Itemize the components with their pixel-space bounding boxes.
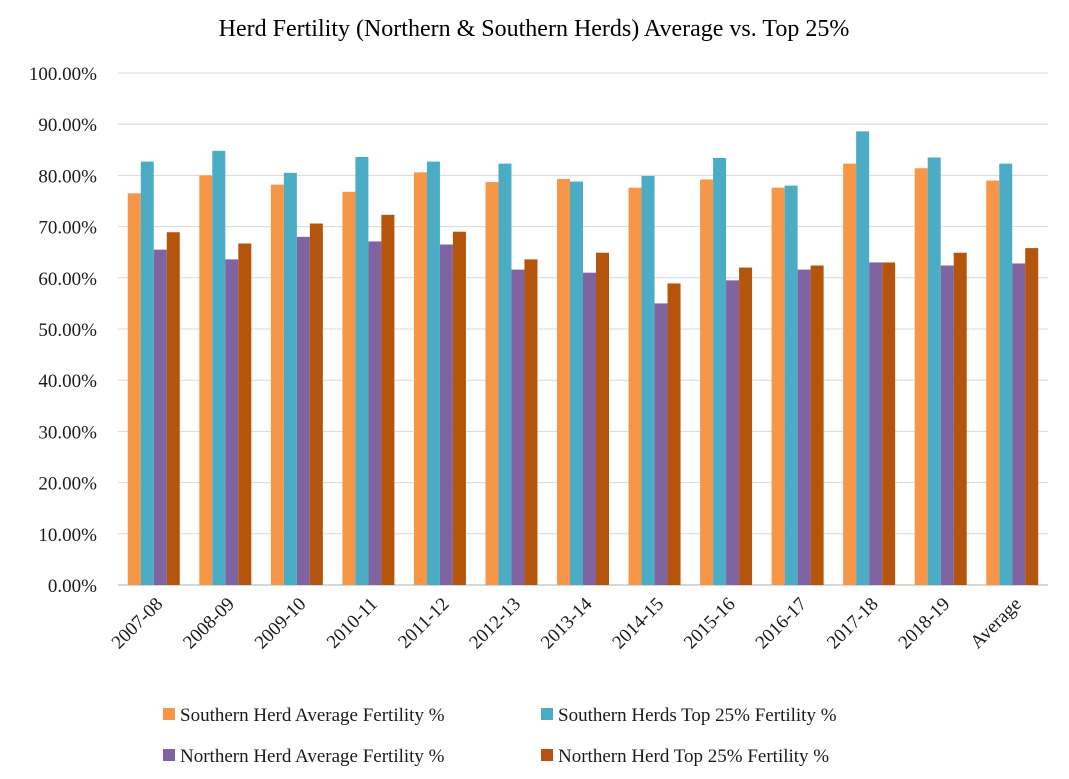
bar — [212, 150, 226, 585]
bar — [153, 249, 167, 585]
x-tick-label: 2013-14 — [537, 593, 597, 653]
bar — [869, 262, 883, 585]
bar — [238, 243, 252, 585]
bar — [199, 175, 213, 585]
y-tick-label: 40.00% — [38, 371, 97, 392]
legend-label: Southern Herd Average Fertility % — [180, 705, 445, 726]
x-axis-ticks: 2007-08 2008-09 2009-10 2010-11 2011-12 2012-… — [108, 593, 1026, 653]
x-tick-label: 2011-12 — [394, 594, 453, 653]
bar — [296, 236, 310, 585]
y-tick-label: 50.00% — [38, 320, 97, 341]
y-tick-label: 60.00% — [38, 269, 97, 290]
legend-swatch — [163, 749, 175, 761]
bars — [127, 131, 1039, 586]
y-tick-label: 80.00% — [38, 166, 97, 187]
bar — [413, 172, 427, 585]
y-tick-label: 90.00% — [38, 115, 97, 136]
x-tick-label: 2014-15 — [608, 594, 668, 654]
y-axis-ticks: 0.00% 10.00% 20.00% 30.00% 40.00% 50.00% 60.00… — [29, 64, 97, 597]
x-tick-label: 2015-16 — [680, 594, 740, 654]
bar — [140, 161, 154, 586]
chart-title: Herd Fertility (Northern & Southern Herd… — [219, 16, 850, 42]
bar — [667, 283, 681, 585]
y-tick-label: 10.00% — [38, 525, 97, 546]
bar — [270, 184, 284, 585]
y-tick-label: 100.00% — [29, 64, 97, 85]
bar — [570, 181, 583, 585]
legend-swatch — [541, 749, 553, 761]
bar — [596, 252, 609, 585]
bar — [882, 262, 896, 585]
y-tick-label: 70.00% — [38, 218, 97, 239]
legend-swatch — [541, 708, 553, 720]
bar — [283, 172, 297, 585]
bar — [810, 265, 824, 585]
x-tick-label: 2012-13 — [465, 594, 525, 654]
legend-label: Northern Herd Top 25% Fertility % — [558, 746, 829, 767]
bar — [381, 214, 395, 585]
bar — [856, 131, 870, 586]
bar — [557, 178, 570, 585]
bar — [485, 182, 499, 585]
bar — [452, 231, 466, 585]
bar — [797, 269, 811, 585]
bar — [843, 163, 857, 585]
bar — [986, 180, 1000, 585]
bar — [654, 303, 668, 585]
bar — [498, 163, 512, 585]
bar — [309, 223, 323, 585]
bar — [700, 179, 714, 585]
bar — [771, 187, 785, 586]
x-tick-label: 2009-10 — [251, 594, 311, 654]
legend-swatch — [163, 708, 175, 720]
bar — [426, 161, 440, 586]
bar — [641, 175, 655, 586]
bar — [511, 269, 525, 585]
bar — [1025, 248, 1039, 585]
x-tick-label: 2008-09 — [179, 594, 239, 654]
bar — [739, 267, 753, 585]
bar — [999, 163, 1013, 585]
bar — [726, 280, 740, 585]
y-tick-label: 20.00% — [38, 474, 97, 495]
bar — [940, 265, 954, 585]
bar — [225, 259, 239, 585]
bar — [628, 187, 642, 586]
x-tick-label: 2007-08 — [108, 594, 168, 654]
bar — [784, 185, 798, 585]
x-tick-label: 2017-18 — [823, 594, 883, 654]
bar — [927, 157, 941, 586]
bar — [439, 244, 453, 585]
bar — [342, 191, 356, 585]
x-tick-label: 2018-19 — [895, 594, 955, 654]
bar — [1012, 263, 1026, 585]
legend-label: Southern Herds Top 25% Fertility % — [558, 705, 837, 726]
bar — [524, 259, 538, 585]
bar — [368, 241, 382, 585]
bar — [355, 156, 369, 585]
legend: Southern Herd Average Fertility % Souther… — [163, 705, 837, 767]
x-tick-label: Average — [966, 594, 1025, 653]
bar — [713, 157, 727, 585]
legend-label: Northern Herd Average Fertility % — [180, 746, 445, 767]
bar — [166, 232, 180, 585]
bar — [127, 193, 141, 585]
bar — [914, 168, 928, 585]
x-tick-label: 2016-17 — [752, 594, 812, 654]
y-tick-label: 0.00% — [48, 576, 97, 597]
x-tick-label: 2010-11 — [323, 594, 382, 653]
bar — [583, 272, 596, 585]
bar — [953, 252, 967, 585]
y-tick-label: 30.00% — [38, 422, 97, 443]
